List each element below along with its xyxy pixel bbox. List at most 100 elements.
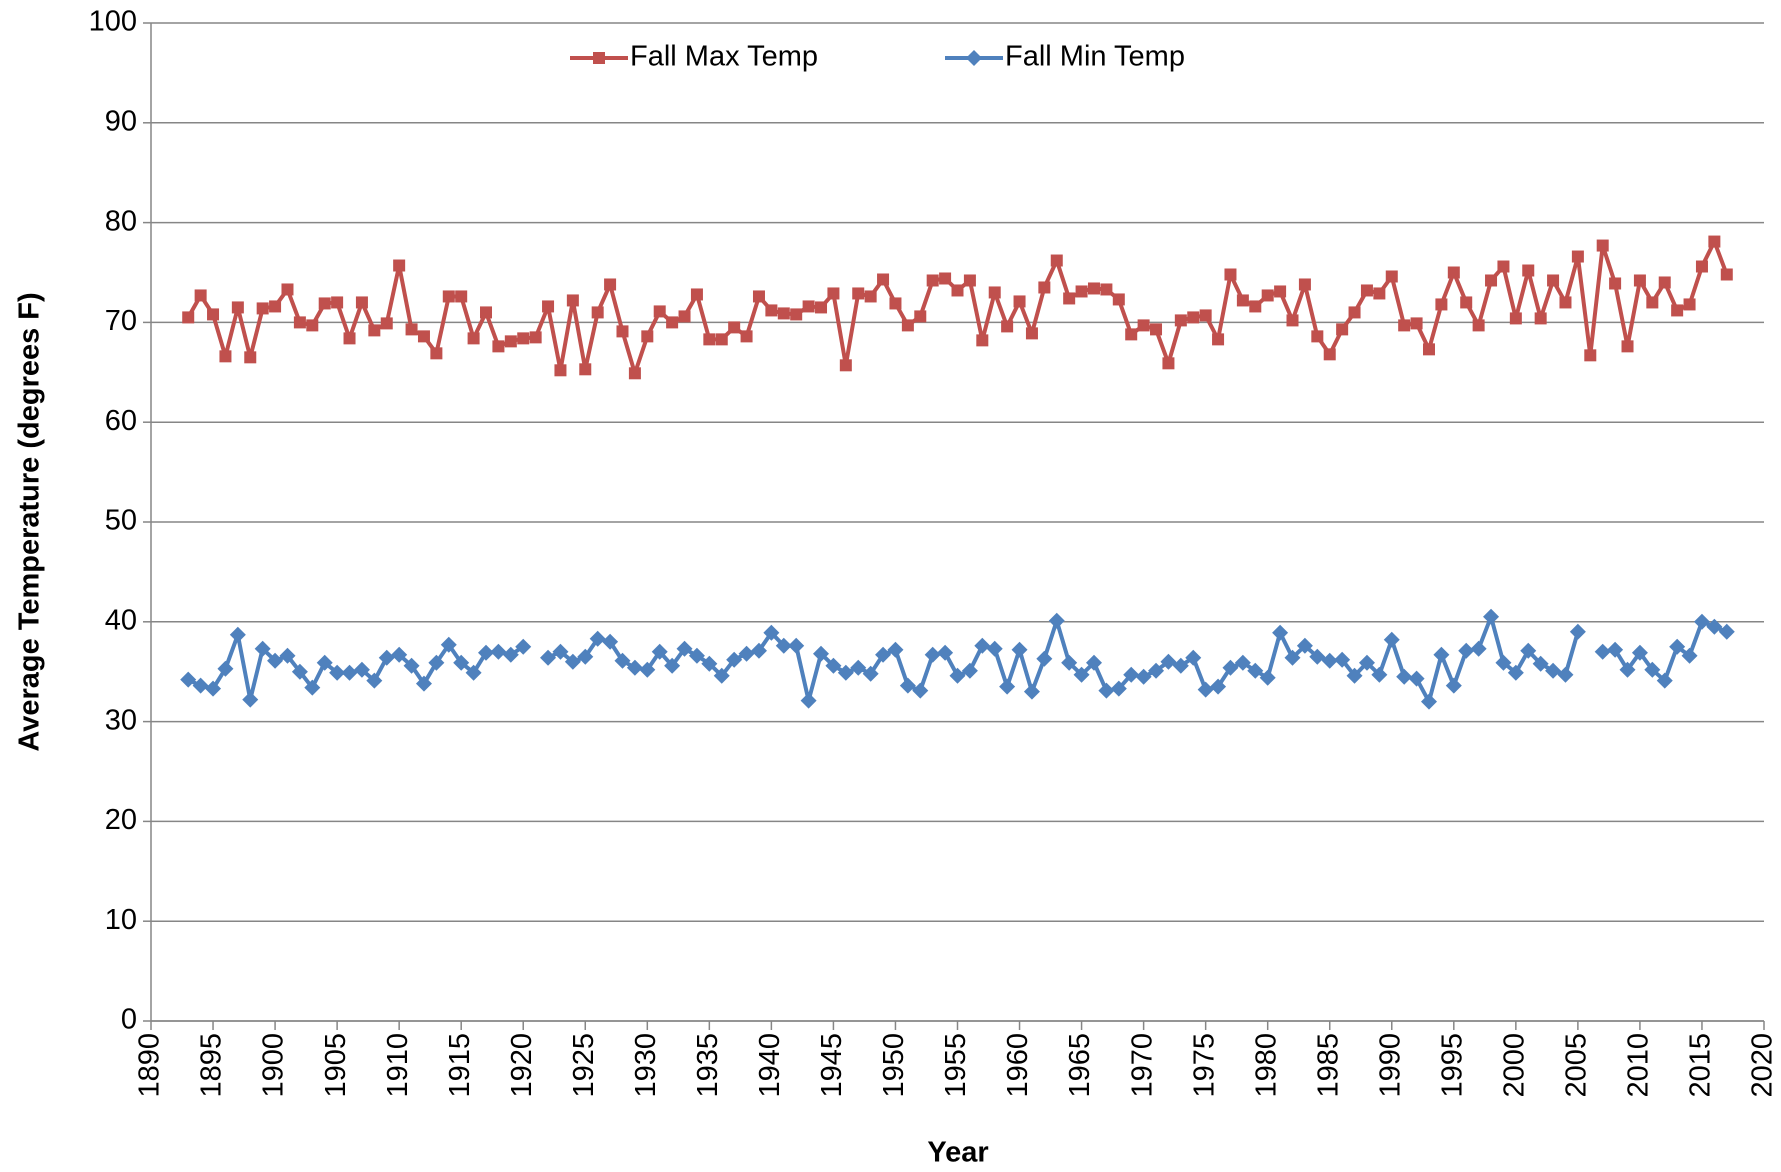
data-point [554, 364, 567, 377]
data-point [231, 301, 244, 314]
data-point [837, 664, 854, 681]
data-point [1336, 323, 1349, 336]
data-point [1447, 266, 1460, 279]
data-point [825, 657, 842, 674]
data-point [269, 300, 282, 313]
data-point [1435, 298, 1448, 311]
data-point [455, 290, 468, 303]
data-point [1644, 661, 1661, 678]
data-point [540, 649, 557, 666]
x-tick-label: 1980 [1250, 1033, 1282, 1098]
data-point [478, 644, 495, 661]
data-point [1073, 666, 1090, 683]
data-point [1137, 319, 1150, 332]
data-point [1383, 631, 1400, 648]
data-point [1681, 647, 1698, 664]
data-point [852, 287, 865, 300]
x-tick-label: 1970 [1126, 1033, 1158, 1098]
data-point [1534, 312, 1547, 325]
data-point [877, 273, 890, 286]
data-point [331, 296, 344, 309]
data-point [281, 283, 294, 296]
data-point [1422, 343, 1435, 356]
data-point [1272, 624, 1289, 641]
data-point [788, 637, 805, 654]
data-point [1309, 648, 1326, 665]
data-point [827, 287, 840, 300]
data-point [974, 637, 991, 654]
x-tick-label: 2010 [1623, 1033, 1655, 1098]
data-point [1596, 239, 1609, 252]
data-point [1385, 270, 1398, 283]
data-point [1569, 623, 1586, 640]
data-point [839, 359, 852, 372]
x-tick-label: 1935 [692, 1033, 724, 1098]
data-point [378, 649, 395, 666]
data-point [1669, 638, 1686, 655]
data-point [1495, 654, 1512, 671]
x-tick-label: 2005 [1561, 1033, 1593, 1098]
data-point [1497, 260, 1510, 273]
data-point [602, 633, 619, 650]
y-tick-label: 60 [105, 405, 137, 437]
x-tick-label: 1940 [754, 1033, 786, 1098]
data-point [1559, 296, 1572, 309]
data-point [986, 640, 1003, 657]
data-point [626, 659, 643, 676]
data-point [961, 662, 978, 679]
x-tick-label: 1890 [134, 1033, 166, 1098]
data-point [1236, 294, 1249, 307]
data-point [589, 630, 606, 647]
data-point [1087, 282, 1100, 295]
data-point [616, 325, 629, 338]
data-point [1619, 661, 1636, 678]
data-point [1398, 319, 1411, 332]
data-point [1199, 309, 1212, 322]
data-point [267, 652, 284, 669]
data-point [914, 310, 927, 323]
data-point [1396, 668, 1413, 685]
data-point [864, 290, 877, 303]
data-point [1274, 285, 1287, 298]
data-point [1197, 681, 1214, 698]
data-point [1160, 653, 1177, 670]
data-point [628, 367, 641, 380]
data-point [802, 300, 815, 313]
data-point [353, 661, 370, 678]
x-tick-label: 1975 [1188, 1033, 1220, 1098]
data-point [1671, 304, 1684, 317]
data-point [875, 646, 892, 663]
x-tick-label: 1945 [816, 1033, 848, 1098]
data-point [1509, 312, 1522, 325]
data-point [1172, 657, 1189, 674]
data-point [1063, 292, 1076, 305]
data-point [1683, 298, 1696, 311]
data-point [391, 646, 408, 663]
data-point [1334, 651, 1351, 668]
data-point [1720, 268, 1733, 281]
x-tick-label: 1960 [1002, 1033, 1034, 1098]
data-point [949, 667, 966, 684]
data-point [403, 657, 420, 674]
data-point [1038, 281, 1051, 294]
data-point [465, 664, 482, 681]
x-tick-label: 1950 [878, 1033, 910, 1098]
legend-marker [593, 52, 605, 64]
data-point [1261, 289, 1274, 302]
data-point [467, 332, 480, 345]
data-point [380, 317, 393, 330]
data-point [293, 316, 306, 329]
data-point [1050, 254, 1063, 267]
data-point [1373, 287, 1386, 300]
data-point [256, 302, 269, 315]
data-point [1112, 293, 1125, 306]
data-point [738, 645, 755, 662]
data-point [242, 691, 259, 708]
x-tick-label: 2000 [1499, 1033, 1531, 1098]
x-tick-label: 1990 [1374, 1033, 1406, 1098]
data-point [813, 645, 830, 662]
data-point [306, 319, 319, 332]
data-point [1323, 348, 1336, 361]
data-point [1410, 317, 1423, 330]
data-point [1532, 655, 1549, 672]
